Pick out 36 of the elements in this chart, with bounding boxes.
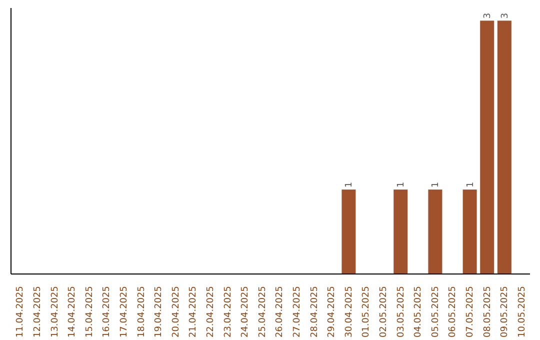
x-tick-label: 07.05.2025	[465, 286, 476, 338]
x-tick-label: 03.05.2025	[396, 286, 406, 338]
x-tick-label: 20.04.2025	[171, 286, 182, 338]
x-tick-label: 25.04.2025	[258, 286, 268, 338]
data-label: 1	[466, 182, 476, 188]
x-tick-label: 15.04.2025	[84, 286, 95, 338]
x-tick-label: 10.05.2025	[517, 286, 528, 338]
x-tick-label: 29.04.2025	[327, 286, 338, 338]
x-tick-label: 30.04.2025	[344, 286, 354, 338]
data-label: 1	[431, 182, 442, 188]
data-label: 1	[396, 182, 407, 188]
x-tick-label: 01.05.2025	[362, 286, 372, 338]
x-tick-label: 09.05.2025	[500, 286, 510, 338]
x-tick-label: 12.04.2025	[32, 286, 43, 338]
x-tick-label: 05.05.2025	[430, 286, 441, 338]
x-tick-label: 21.04.2025	[188, 286, 199, 338]
x-tick-label: 24.04.2025	[240, 286, 251, 338]
x-tick-label: 16.04.2025	[102, 286, 112, 338]
x-tick-label: 11.04.2025	[16, 286, 26, 338]
x-tick-label: 04.05.2025	[414, 286, 424, 338]
data-label: 1	[344, 182, 355, 188]
x-tick-label: 19.04.2025	[154, 286, 164, 338]
data-label: 3	[500, 12, 510, 19]
data-label: 3	[483, 12, 494, 19]
x-tick-label: 18.04.2025	[136, 286, 147, 338]
x-tick-label: 27.04.2025	[292, 286, 302, 338]
x-tick-label: 28.04.2025	[310, 286, 320, 338]
x-tick-label: 22.04.2025	[206, 286, 216, 338]
x-tick-label: 23.04.2025	[223, 286, 234, 338]
x-tick-label: 13.04.2025	[50, 286, 60, 338]
x-tick-label: 17.04.2025	[119, 286, 130, 338]
x-tick-label: 14.04.2025	[68, 286, 78, 338]
x-tick-label: 06.05.2025	[448, 286, 458, 338]
x-tick-label: 08.05.2025	[482, 286, 493, 338]
x-tick-label: 02.05.2025	[378, 286, 389, 338]
x-tick-label: 26.04.2025	[275, 286, 286, 338]
